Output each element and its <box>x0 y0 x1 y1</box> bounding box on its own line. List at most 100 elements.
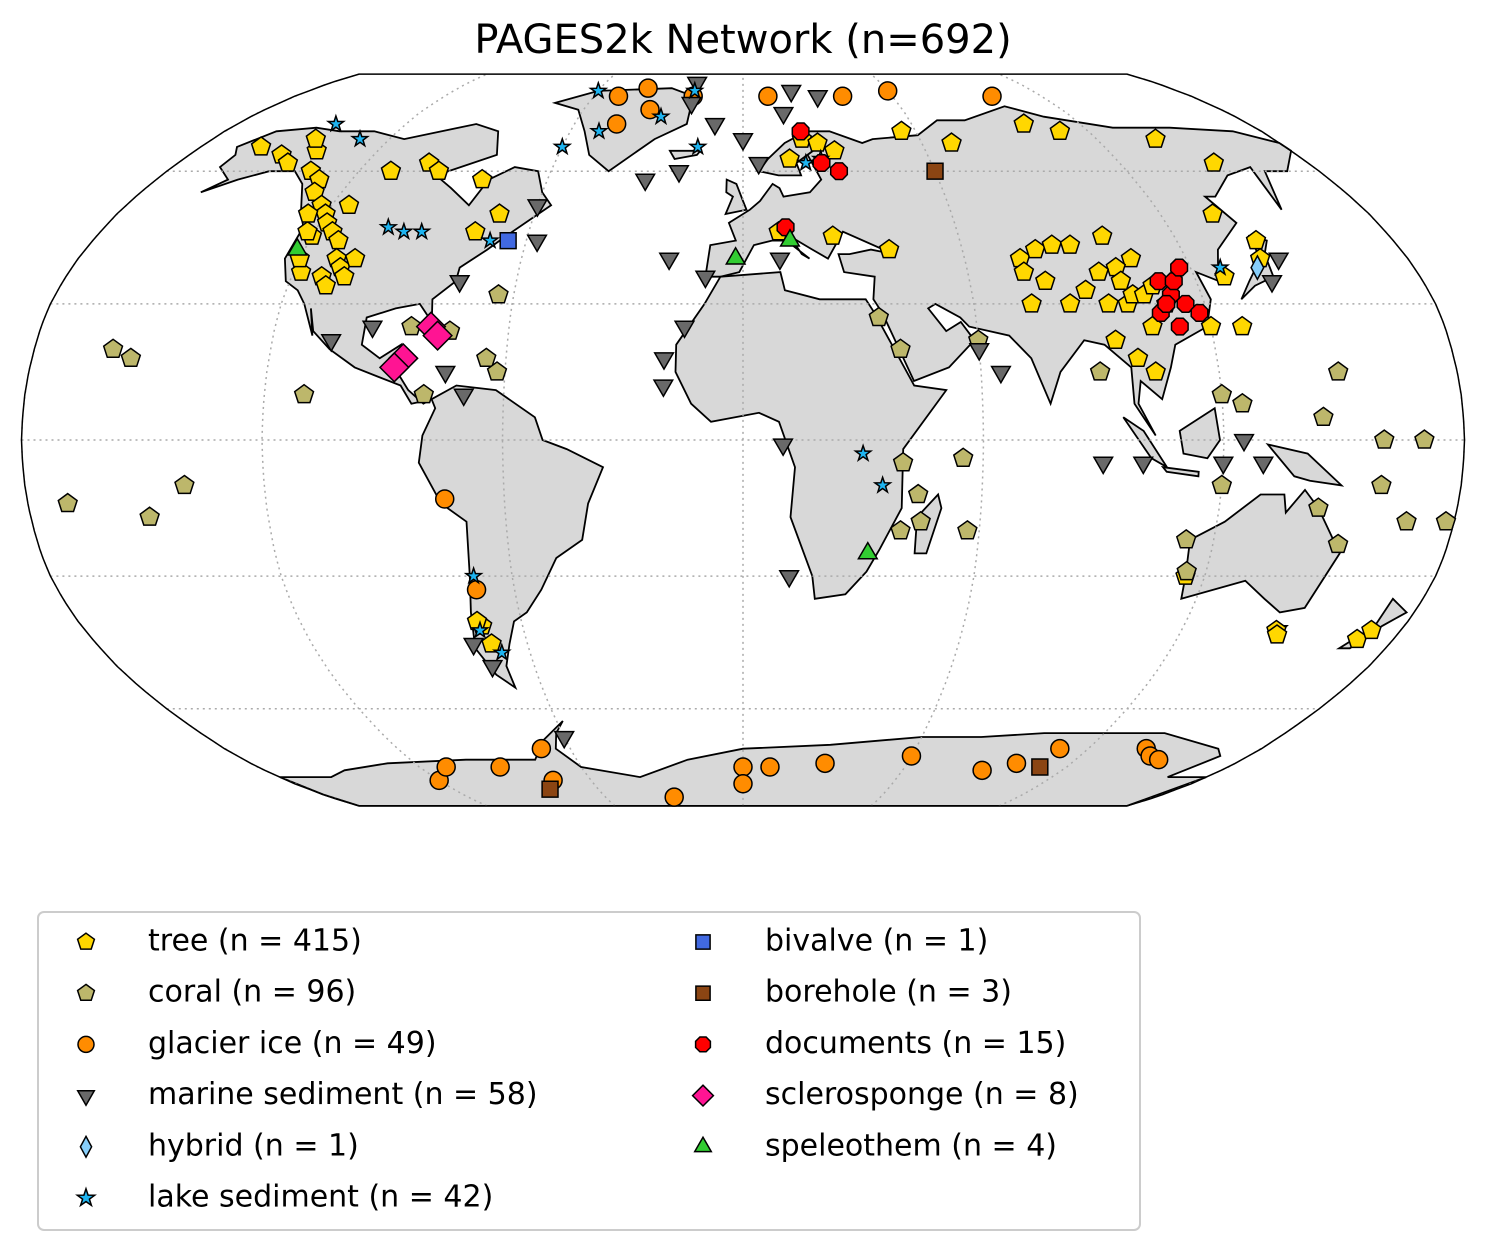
site-marker <box>553 730 575 750</box>
site-marker <box>791 122 810 141</box>
site-marker <box>401 315 422 336</box>
site-marker <box>1050 738 1070 759</box>
land-shape <box>1178 406 1221 460</box>
site-marker <box>1089 361 1111 381</box>
site-marker <box>462 637 485 657</box>
site-marker <box>1190 303 1209 323</box>
site-marker <box>1245 229 1267 250</box>
site-marker <box>463 565 484 585</box>
site-marker <box>907 483 929 504</box>
site-marker <box>1414 429 1435 449</box>
legend-marker <box>75 1186 97 1208</box>
site-marker <box>531 738 552 759</box>
site-marker <box>1105 329 1126 349</box>
site-marker <box>449 275 471 294</box>
site-marker <box>476 347 497 368</box>
chart-title: PAGES2k Network (n=692) <box>474 17 1011 63</box>
legend-label: bivalve (n = 1) <box>765 924 988 959</box>
site-marker <box>1110 270 1132 290</box>
legend-label: lake sediment (n = 42) <box>148 1180 493 1215</box>
site-marker <box>1149 272 1168 291</box>
site-marker <box>952 447 974 467</box>
site-marker <box>634 173 656 192</box>
site-marker <box>684 80 705 100</box>
site-marker <box>901 746 922 766</box>
site-marker <box>926 162 944 180</box>
site-marker <box>393 221 414 241</box>
site-marker <box>941 132 962 152</box>
site-marker <box>422 320 453 351</box>
site-marker <box>1233 433 1255 453</box>
site-marker <box>1091 225 1113 245</box>
site-marker <box>733 757 753 777</box>
site-marker <box>470 620 490 639</box>
site-marker <box>1435 510 1457 531</box>
site-marker <box>872 474 893 494</box>
site-marker <box>481 633 502 653</box>
site-marker <box>664 787 684 807</box>
site-marker <box>1092 456 1114 476</box>
legend-box <box>37 911 1141 1231</box>
site-marker <box>1145 128 1166 148</box>
land-shape <box>417 384 605 691</box>
site-marker <box>1361 619 1382 640</box>
site-marker <box>1261 275 1283 294</box>
site-marker <box>250 136 272 156</box>
site-marker <box>1374 429 1395 449</box>
site-marker <box>807 132 828 152</box>
site-marker <box>297 220 318 241</box>
land-shape <box>1265 443 1345 487</box>
site-marker <box>606 114 627 134</box>
site-marker <box>434 489 455 509</box>
site-marker <box>747 156 770 176</box>
site-marker <box>413 383 435 404</box>
site-marker <box>779 148 800 168</box>
site-marker <box>1266 624 1288 644</box>
site-marker <box>957 519 978 540</box>
site-marker <box>868 306 890 327</box>
site-marker <box>1327 361 1349 381</box>
meridian <box>998 73 1225 807</box>
legend-marker <box>694 1036 712 1053</box>
site-marker <box>990 365 1012 385</box>
site-marker <box>772 106 795 126</box>
site-marker <box>857 541 879 560</box>
land-shape <box>674 271 948 600</box>
site-marker <box>102 338 124 359</box>
site-marker <box>1200 315 1222 336</box>
site-marker <box>174 474 195 495</box>
sites <box>57 76 1457 807</box>
legend-marker <box>695 934 711 950</box>
site-marker <box>588 80 609 100</box>
site-marker <box>490 757 510 777</box>
site-marker <box>434 365 456 385</box>
site-marker <box>769 252 791 271</box>
site-marker <box>1145 361 1166 381</box>
site-marker <box>653 352 675 371</box>
site-marker <box>333 265 355 286</box>
site-marker <box>733 774 753 794</box>
site-marker <box>1176 560 1197 581</box>
legend-label: tree (n = 415) <box>148 924 362 959</box>
site-marker <box>1031 758 1049 776</box>
site-marker <box>877 81 898 101</box>
map-outline <box>20 73 1466 807</box>
site-marker <box>1021 293 1042 313</box>
site-marker <box>1313 406 1334 427</box>
site-marker <box>589 120 609 140</box>
site-marker <box>1210 257 1231 276</box>
legend-label: glacier ice (n = 49) <box>148 1026 437 1061</box>
site-marker <box>1250 254 1265 281</box>
site-marker <box>1049 120 1071 141</box>
site-marker <box>680 96 703 116</box>
site-marker <box>380 160 402 180</box>
legend-label: marine sediment (n = 58) <box>148 1077 538 1112</box>
legend-marker <box>76 932 96 950</box>
site-marker <box>344 247 366 268</box>
site-marker <box>795 152 816 172</box>
site-marker <box>277 152 299 172</box>
land-shape <box>1160 466 1200 478</box>
site-marker <box>1035 270 1056 290</box>
site-marker <box>552 136 573 156</box>
site-marker <box>541 780 559 798</box>
